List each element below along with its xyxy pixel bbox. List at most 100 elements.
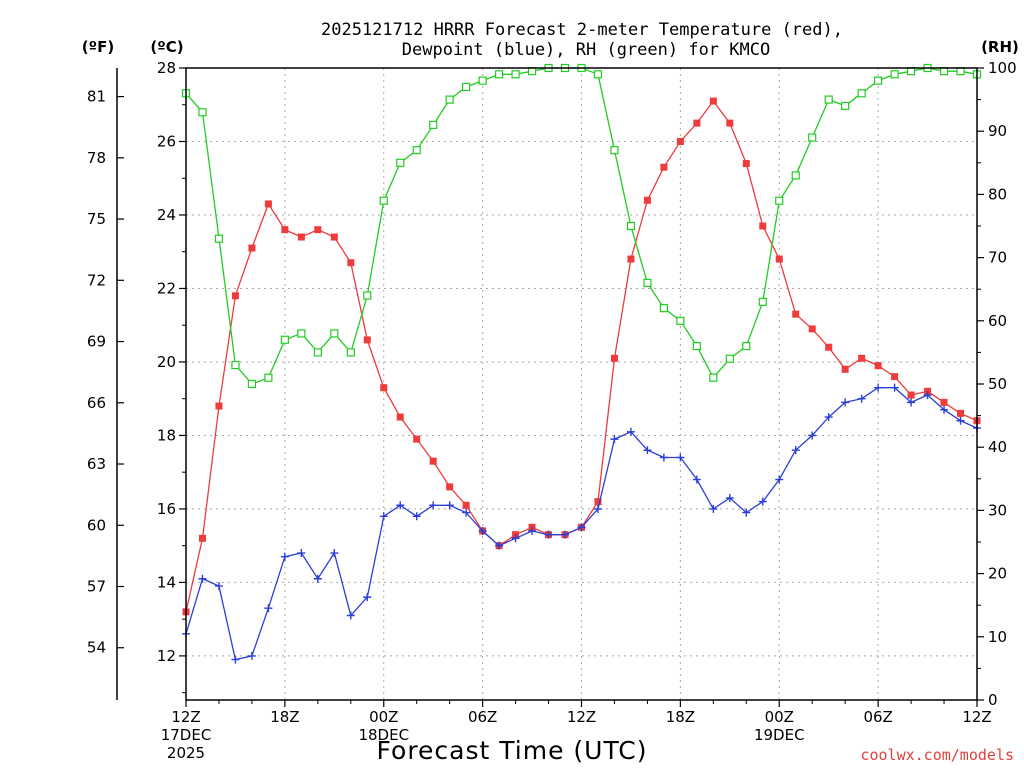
dewpoint-point [593, 504, 602, 513]
rh-point [297, 329, 306, 338]
fahrenheit-tick-label: 72 [87, 271, 106, 289]
celsius-tick-label: 26 [157, 132, 176, 150]
temperature-point [874, 362, 882, 370]
temperature-point [627, 255, 635, 263]
dewpoint-point [445, 501, 454, 510]
temperature-point [742, 160, 750, 168]
dewpoint-point [725, 493, 734, 502]
dewpoint-point [808, 431, 817, 440]
fahrenheit-tick-label: 75 [87, 210, 106, 228]
x-tick-label: 18Z [666, 708, 695, 726]
temperature-point [841, 365, 849, 373]
grid-lines [186, 68, 977, 700]
rh-point [478, 76, 487, 85]
dewpoint-point [626, 427, 635, 436]
temperature-point [248, 244, 256, 252]
rh-point [462, 82, 471, 92]
rh-point [692, 341, 701, 351]
temperature-point [198, 534, 206, 542]
temperature-point [726, 119, 734, 127]
dewpoint-point [280, 552, 289, 561]
rh-point [659, 304, 668, 313]
dewpoint-point [775, 475, 784, 484]
rh-tick-label: 60 [988, 312, 1007, 330]
rh-tick-label: 70 [988, 249, 1007, 267]
celsius-tick-label: 14 [157, 573, 176, 591]
temperature-point [709, 97, 717, 105]
dewpoint-point [462, 508, 471, 517]
rh-point [742, 341, 751, 351]
dewpoint-point [379, 512, 388, 521]
temperature-point [380, 384, 388, 392]
fahrenheit-tick-label: 81 [87, 88, 106, 106]
temperature-point [462, 501, 470, 509]
rh-point [429, 120, 438, 129]
temperature-point [858, 354, 866, 362]
dewpoint-point [511, 534, 520, 543]
rh-point [808, 133, 817, 142]
rh-point [313, 348, 322, 357]
dewpoint-point [561, 530, 570, 539]
dewpoint-point [346, 611, 355, 620]
rh-point [214, 234, 224, 243]
rh-point [511, 70, 520, 79]
dewpoint-point [264, 604, 273, 613]
rh-point [890, 70, 899, 79]
dewpoint-point [214, 582, 223, 591]
fahrenheit-tick-label: 60 [87, 516, 106, 534]
celsius-tick-label: 20 [157, 353, 176, 371]
x-tick-label: 12Z [171, 708, 200, 726]
rh-point [857, 89, 866, 98]
temperature-point [594, 498, 602, 506]
temperature-point [610, 354, 618, 362]
fahrenheit-tick-label: 54 [87, 639, 106, 657]
temperature-point [264, 200, 272, 208]
temperature-point [314, 226, 322, 234]
dewpoint-point [857, 394, 866, 403]
celsius-unit-label: (ºC) [150, 38, 183, 56]
dewpoint-point [692, 475, 701, 484]
rh-point [445, 95, 454, 104]
dewpoint-point [940, 405, 949, 414]
rh-tick-label: 100 [988, 59, 1017, 77]
temperature-point [940, 398, 948, 406]
dewpoint-point [874, 383, 883, 392]
celsius-tick-label: 12 [157, 647, 176, 665]
plot-frame [185, 67, 978, 701]
fahrenheit-tick-label: 63 [87, 455, 106, 473]
celsius-tick-label: 22 [157, 279, 176, 297]
fahrenheit-tick-label: 69 [87, 333, 106, 351]
rh-point [725, 354, 734, 363]
temperature-point [215, 402, 223, 410]
temperature-point [347, 259, 355, 267]
rh-point [396, 158, 405, 167]
x-axis-label: Forecast Time (UTC) [377, 736, 648, 765]
rh-tick-label: 10 [988, 628, 1007, 646]
temperature-point [759, 222, 767, 230]
rh-point [758, 297, 767, 306]
rh-point [379, 196, 388, 205]
dewpoint-point [412, 512, 421, 521]
dewpoint-point [330, 549, 339, 558]
rh-tick-label: 20 [988, 565, 1007, 583]
temperature-point [297, 233, 305, 241]
dewpoint-point [396, 501, 405, 510]
rh-point [791, 171, 800, 180]
fahrenheit-tick-label: 66 [87, 394, 106, 412]
rh-point [874, 76, 883, 85]
chart-title-line-1: 2025121712 HRRR Forecast 2-meter Tempera… [321, 20, 843, 40]
temperature-point [792, 310, 800, 318]
temperature-point [413, 435, 421, 443]
rh-point [198, 108, 207, 117]
temperature-point [363, 336, 371, 344]
celsius-tick-label: 28 [157, 59, 176, 77]
x-tick-label: 06Z [468, 708, 497, 726]
rh-point [280, 335, 289, 344]
rh-point [626, 221, 636, 231]
dewpoint-point [709, 504, 718, 513]
dewpoint-point [198, 574, 207, 583]
temperature-point [643, 196, 651, 204]
x-tick-label: 00Z [765, 708, 794, 726]
temperature-point [775, 255, 783, 263]
temperature-point [446, 483, 454, 491]
